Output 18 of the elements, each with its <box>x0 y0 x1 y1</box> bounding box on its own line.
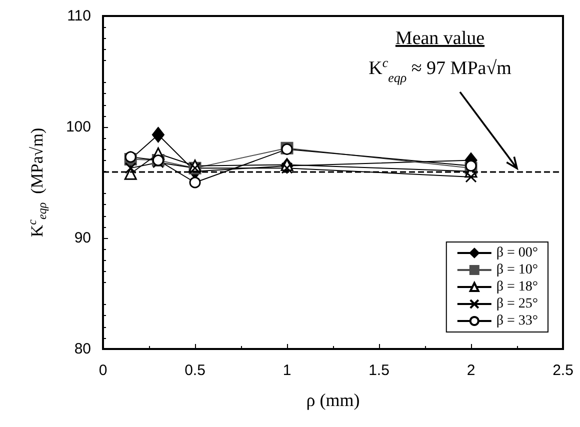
x-tick-label: 1.5 <box>368 362 390 379</box>
y-tick-label: 80 <box>74 340 91 358</box>
x-tick-label: 2 <box>466 362 476 379</box>
x-tick-label: 2.5 <box>552 362 574 379</box>
legend-label: β = 10° <box>496 262 538 278</box>
legend-label: β = 25° <box>496 296 538 312</box>
legend-label: β = 33° <box>496 314 538 328</box>
x-tick-label: 1 <box>282 362 292 379</box>
legend-label: β = 18° <box>496 280 538 294</box>
ref-line-label: Mean value K$^{c}$$_{eqρ}$ ≈ 97 MPa√m <box>368 28 512 84</box>
y-tick-label: 90 <box>74 230 91 246</box>
legend-label: β = 00° <box>496 246 538 260</box>
y-tick-label: 100 <box>66 118 91 136</box>
x-tick-label: 0 <box>98 362 108 379</box>
x-axis-title: ρ (mm) <box>306 390 360 410</box>
y-axis-title: Kceqρ (MPa√m) <box>25 128 49 238</box>
x-tick-label: 0.5 <box>184 362 206 379</box>
y-tick-label: 110 <box>67 8 91 24</box>
